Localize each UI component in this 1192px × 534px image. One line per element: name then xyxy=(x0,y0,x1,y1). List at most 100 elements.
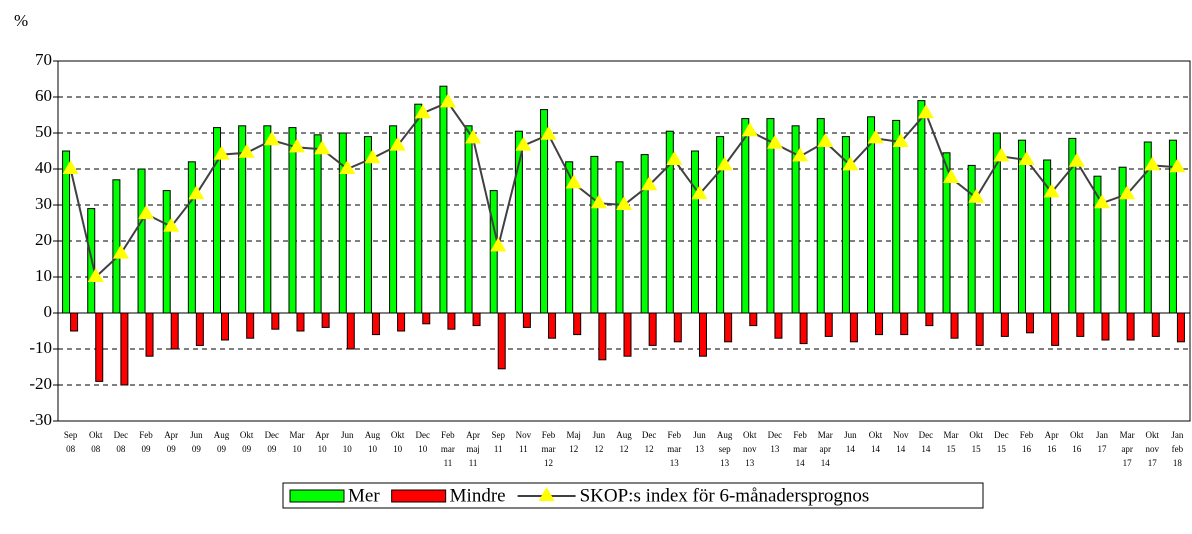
bar xyxy=(1168,139,1177,314)
marker xyxy=(87,268,104,282)
bar xyxy=(816,118,825,314)
bar xyxy=(95,312,104,382)
x-tick-line: 16 xyxy=(1072,444,1082,454)
x-tick-line: Jun xyxy=(693,430,706,440)
x-tick-line: Jan xyxy=(1096,430,1108,440)
x-tick-line: feb xyxy=(1172,444,1184,454)
x-tick-label: Dec 13 xyxy=(768,430,783,454)
marker xyxy=(666,151,683,165)
bar xyxy=(1176,312,1185,343)
x-tick-line: Dec xyxy=(114,430,129,440)
bar xyxy=(673,312,682,343)
x-tick-label: Jan feb 18 xyxy=(1171,430,1183,468)
x-tick-line: Okt xyxy=(743,430,757,440)
x-tick-line: Feb xyxy=(139,430,153,440)
bar xyxy=(1076,312,1085,337)
x-tick-label: Jun 13 xyxy=(693,430,706,454)
x-tick-line: Sep xyxy=(64,430,78,440)
bar xyxy=(263,125,272,314)
marker xyxy=(314,140,331,155)
bar xyxy=(1118,166,1127,314)
x-tick-line: apr xyxy=(819,444,831,454)
y-tick-label: 50 xyxy=(35,122,52,141)
bar xyxy=(439,85,448,314)
legend-swatch xyxy=(391,489,447,503)
bar xyxy=(1000,312,1009,337)
legend-swatch xyxy=(289,489,345,503)
bar xyxy=(70,312,79,332)
bar xyxy=(975,312,984,346)
x-tick-line: nov xyxy=(743,444,757,454)
x-tick-line: Jun xyxy=(844,430,857,440)
bar xyxy=(363,136,372,314)
bar xyxy=(917,100,926,314)
bar xyxy=(170,312,179,350)
x-tick-line: 10 xyxy=(292,444,302,454)
marker xyxy=(515,136,532,151)
marker xyxy=(263,131,280,146)
x-tick-label: Jun 10 xyxy=(341,430,354,454)
bar xyxy=(489,190,498,314)
bar xyxy=(514,130,523,314)
bar xyxy=(497,312,506,370)
y-tick-label: 40 xyxy=(35,158,52,177)
x-tick-line: Mar xyxy=(289,430,304,440)
x-tick-line: apr xyxy=(1121,444,1133,454)
bar xyxy=(1051,312,1060,346)
x-tick-line: Okt xyxy=(969,430,983,440)
bar xyxy=(615,161,624,314)
bar xyxy=(389,125,398,314)
marker xyxy=(641,176,658,191)
marker xyxy=(1169,158,1186,173)
marker xyxy=(1068,152,1085,167)
x-tick-line: Dec xyxy=(265,430,280,440)
bar xyxy=(137,168,146,314)
x-tick-line: Okt xyxy=(1146,430,1160,440)
plot-area xyxy=(57,60,1191,422)
x-tick-line: mar xyxy=(542,444,556,454)
x-tick-line: 13 xyxy=(720,458,730,468)
x-tick-line: Nov xyxy=(516,430,532,440)
bar xyxy=(1043,159,1052,314)
x-tick-label: Feb mar 14 xyxy=(793,430,807,468)
marker xyxy=(993,147,1010,162)
x-tick-line: 15 xyxy=(947,444,957,454)
marker xyxy=(439,93,456,108)
x-tick-line: 14 xyxy=(896,444,906,454)
x-tick-label: Okt nov 13 xyxy=(743,430,757,468)
bar xyxy=(145,312,154,357)
x-tick-label: Aug 09 xyxy=(214,430,230,454)
x-tick-line: 11 xyxy=(519,444,528,454)
marker xyxy=(288,138,305,153)
x-tick-line: 10 xyxy=(343,444,353,454)
bar xyxy=(548,312,557,339)
x-tick-line: Sep xyxy=(491,430,505,440)
marker xyxy=(943,169,960,183)
x-tick-line: Mar xyxy=(818,430,833,440)
x-tick-line: 17 xyxy=(1148,458,1158,468)
y-tick-label: -10 xyxy=(29,338,52,357)
x-tick-line: Dec xyxy=(768,430,783,440)
bar xyxy=(1101,312,1110,341)
bar xyxy=(665,130,674,314)
x-tick-line: Dec xyxy=(919,430,934,440)
x-tick-line: 15 xyxy=(997,444,1007,454)
bar xyxy=(648,312,657,346)
marker xyxy=(339,160,356,174)
x-tick-label: Jan 17 xyxy=(1096,430,1108,454)
bar xyxy=(925,312,934,327)
x-tick-label: Aug 10 xyxy=(365,430,381,454)
x-tick-line: 13 xyxy=(695,444,705,454)
x-tick-line: 09 xyxy=(167,444,177,454)
bar xyxy=(464,125,473,314)
bar xyxy=(716,136,725,314)
bar xyxy=(1126,312,1135,341)
marker xyxy=(540,125,557,140)
bar xyxy=(1151,312,1160,337)
x-tick-line: Feb xyxy=(542,430,556,440)
x-tick-line: Okt xyxy=(391,430,405,440)
x-tick-line: 11 xyxy=(444,458,453,468)
x-tick-label: Mar apr 17 xyxy=(1120,430,1135,468)
x-tick-line: maj xyxy=(466,444,480,454)
x-tick-line: Okt xyxy=(89,430,103,440)
